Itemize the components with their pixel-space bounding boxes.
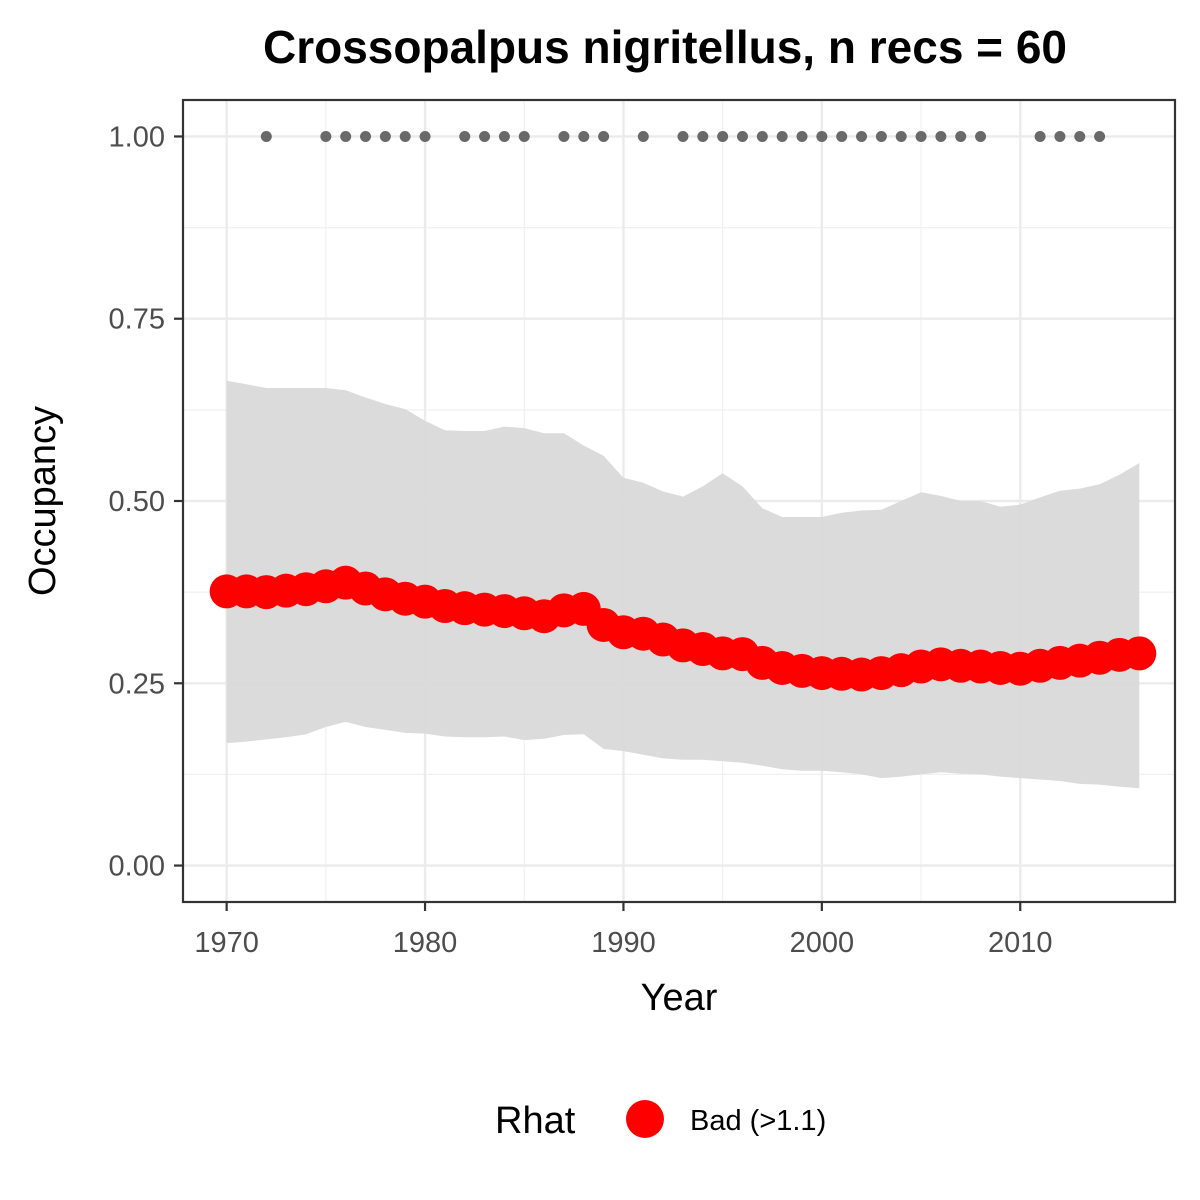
record-point xyxy=(320,130,332,142)
x-tick-label: 1980 xyxy=(393,927,458,959)
plot-panel xyxy=(181,98,1177,904)
record-point xyxy=(578,130,590,142)
record-points xyxy=(260,130,1106,142)
record-point xyxy=(697,130,709,142)
occupancy-series xyxy=(209,565,1157,692)
record-point xyxy=(875,130,887,142)
record-point xyxy=(736,130,748,142)
record-point xyxy=(1074,130,1086,142)
record-point xyxy=(935,130,947,142)
record-point xyxy=(816,130,828,142)
record-point xyxy=(518,130,530,142)
y-tick-label: 0.25 xyxy=(109,668,165,700)
y-tick-label: 0.50 xyxy=(109,486,165,518)
record-point xyxy=(379,130,391,142)
record-point xyxy=(975,130,987,142)
record-point xyxy=(419,130,431,142)
y-tick-label: 0.00 xyxy=(109,851,165,883)
x-tick-label: 1990 xyxy=(591,927,656,959)
record-point xyxy=(598,130,610,142)
x-axis-title: Year xyxy=(641,977,718,1019)
record-point xyxy=(677,130,689,142)
legend-title: Rhat xyxy=(495,1100,576,1142)
y-tick-label: 1.00 xyxy=(109,121,165,153)
record-point xyxy=(1054,130,1066,142)
record-point xyxy=(717,130,729,142)
record-point xyxy=(895,130,907,142)
x-tick-label: 2000 xyxy=(790,927,855,959)
record-point xyxy=(955,130,967,142)
record-point xyxy=(796,130,808,142)
x-tick-label: 1970 xyxy=(194,927,259,959)
legend: Rhat Bad (>1.1) xyxy=(495,1100,826,1142)
record-point xyxy=(637,130,649,142)
y-axis-title: Occupancy xyxy=(22,406,64,596)
legend-key-bad xyxy=(626,1100,664,1138)
record-point xyxy=(1094,130,1106,142)
record-point xyxy=(360,130,372,142)
y-tick-label: 0.75 xyxy=(109,304,165,336)
record-point xyxy=(479,130,491,142)
occupancy-point xyxy=(1122,636,1157,671)
record-point xyxy=(459,130,471,142)
record-point xyxy=(856,130,868,142)
record-point xyxy=(915,130,927,142)
record-point xyxy=(776,130,788,142)
y-axis: 0.00 0.25 0.50 0.75 1.00 xyxy=(109,121,183,883)
x-axis: 1970 1980 1990 2000 2010 xyxy=(194,902,1053,959)
x-tick-label: 2010 xyxy=(988,927,1053,959)
credible-interval-ribbon xyxy=(226,380,1140,789)
record-point xyxy=(1034,130,1046,142)
chart-title: Crossopalpus nigritellus, n recs = 60 xyxy=(263,21,1067,73)
record-point xyxy=(399,130,411,142)
record-point xyxy=(340,130,352,142)
record-point xyxy=(558,130,570,142)
record-point xyxy=(498,130,510,142)
record-point xyxy=(756,130,768,142)
record-point xyxy=(260,130,272,142)
record-point xyxy=(836,130,848,142)
legend-label-bad: Bad (>1.1) xyxy=(690,1105,826,1137)
